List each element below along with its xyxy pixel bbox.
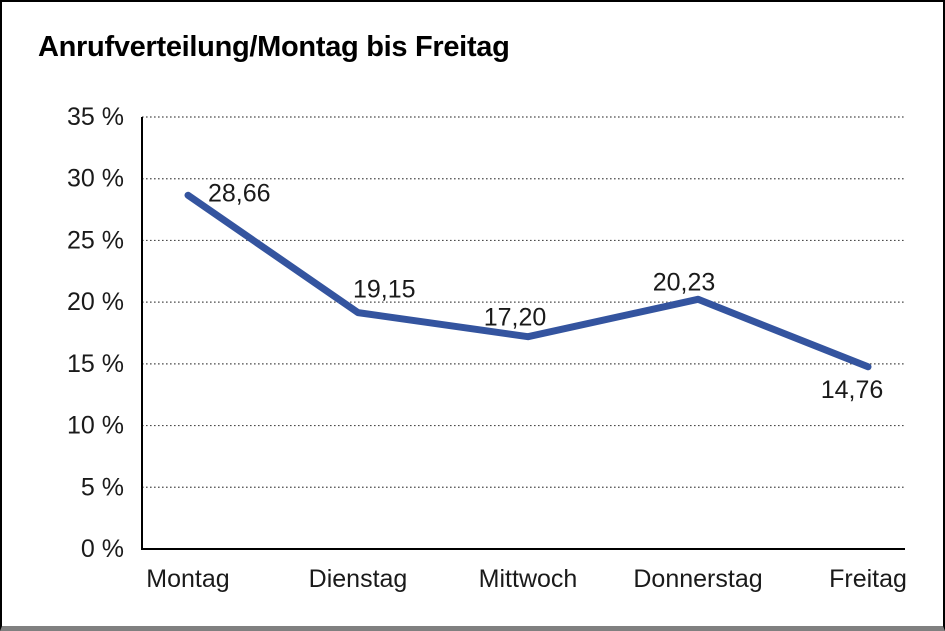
y-tick-label: 15 %: [67, 350, 124, 378]
data-point-label: 28,66: [208, 179, 271, 207]
axes: [141, 117, 905, 550]
x-category-label: Mittwoch: [479, 565, 578, 593]
series-line: [184, 191, 872, 371]
y-tick-label: 30 %: [67, 165, 124, 193]
y-tick-label: 25 %: [67, 226, 124, 254]
y-tick-label: 0 %: [81, 535, 124, 563]
labels: 0 % 5 % 10 % 15 % 20 % 25 % 30 % 35 % Montag Dien…: [67, 103, 907, 593]
data-point-label: 17,20: [484, 304, 547, 332]
y-tick-label: 35 %: [67, 103, 124, 131]
chart-title: Anrufverteilung/Montag bis Freitag: [38, 31, 510, 63]
data-point-label: 14,76: [821, 376, 884, 404]
y-tick-label: 10 %: [67, 412, 124, 440]
x-category-label: Montag: [146, 565, 229, 593]
series: [184, 191, 872, 371]
gridlines: [142, 116, 905, 488]
y-tick-label: 5 %: [81, 473, 124, 501]
x-category-label: Dienstag: [309, 565, 408, 593]
data-point-label: 20,23: [653, 268, 716, 296]
data-point-label: 19,15: [353, 276, 416, 304]
x-category-label: Donnerstag: [633, 565, 762, 593]
y-tick-label: 20 %: [67, 288, 124, 316]
x-category-label: Freitag: [829, 565, 907, 593]
